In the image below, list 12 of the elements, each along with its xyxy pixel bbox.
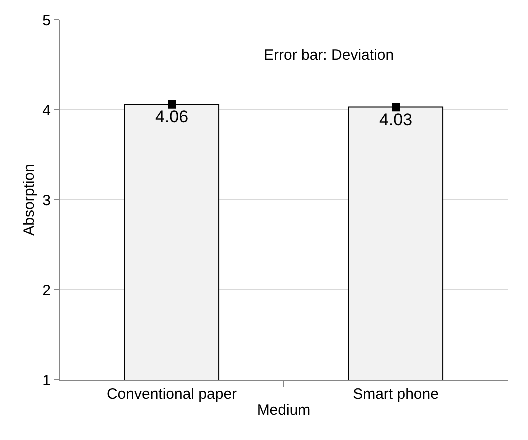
y-axis-title: Absorption	[20, 164, 38, 236]
x-tick-label: Conventional paper	[106, 386, 238, 403]
y-tick-label: 3	[42, 192, 51, 210]
data-label: 4.06	[155, 108, 189, 127]
x-axis-title: Medium	[257, 402, 311, 419]
y-tick-label: 2	[42, 282, 51, 300]
data-label: 4.03	[379, 110, 413, 130]
y-tick-label: 4	[42, 102, 51, 120]
y-tick-label: 5	[42, 12, 51, 30]
x-tick-label: Smart phone	[353, 386, 439, 403]
annotation: Error bar: Deviation	[264, 47, 394, 64]
y-tick-label: 1	[42, 372, 51, 390]
